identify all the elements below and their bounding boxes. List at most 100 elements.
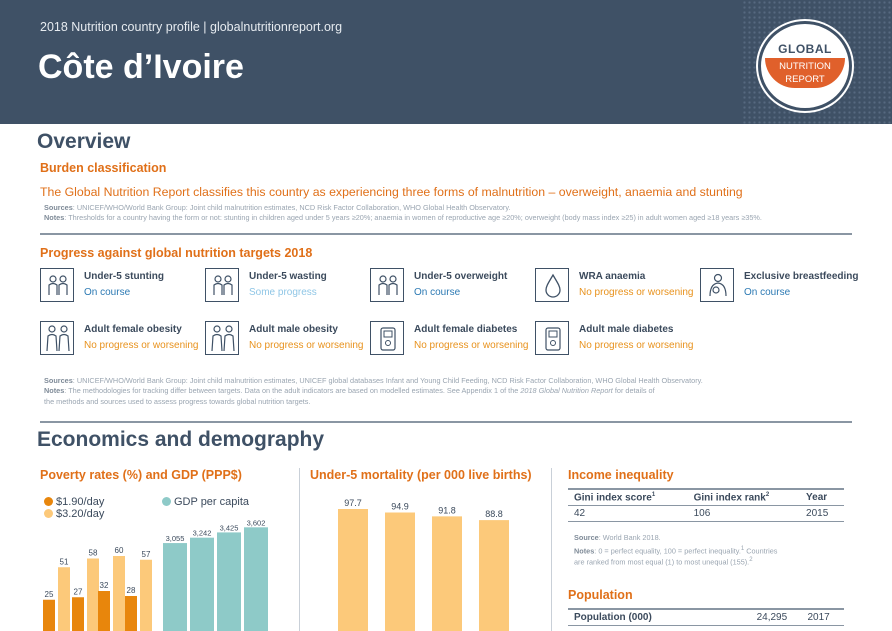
blood-drop-icon bbox=[535, 268, 569, 302]
burden-text: The Global Nutrition Report classifies t… bbox=[40, 185, 743, 199]
logo-word-report: REPORT bbox=[785, 74, 825, 85]
income-notes: Notes: 0 = perfect equality, 100 = perfe… bbox=[574, 546, 778, 556]
target-name: Exclusive breastfeeding bbox=[744, 271, 859, 282]
legend-320: $3.20/day bbox=[44, 508, 104, 520]
gdp-bar bbox=[163, 543, 187, 631]
target-wra-anaemia: WRA anaemia No progress or worsening bbox=[535, 268, 700, 308]
legend-swatch-320 bbox=[44, 509, 53, 518]
profile-topline: 2018 Nutrition country profile | globaln… bbox=[40, 20, 343, 34]
burden-sources: Sources: UNICEF/WHO/World Bank Group: Jo… bbox=[44, 203, 511, 212]
population-row: Population (000) 24,295 2017 bbox=[568, 608, 844, 626]
progress-heading: Progress against global nutrition target… bbox=[40, 246, 313, 260]
gini-year-header: Year bbox=[800, 488, 844, 507]
target-status: No progress or worsening bbox=[84, 340, 199, 351]
column-divider bbox=[551, 468, 552, 631]
poverty-320-label: 60 bbox=[115, 546, 124, 555]
mortality-bar bbox=[385, 512, 415, 631]
population-title: Population bbox=[568, 588, 633, 602]
poverty-190-bar bbox=[125, 596, 137, 631]
target-status: No progress or worsening bbox=[249, 340, 364, 351]
poverty-chart-title: Poverty rates (%) and GDP (PPP$) bbox=[40, 468, 242, 482]
target-name: Under-5 wasting bbox=[249, 271, 327, 282]
poverty-320-bar bbox=[58, 567, 70, 631]
gdp-label: 3,425 bbox=[220, 523, 239, 532]
poverty-320-label: 57 bbox=[142, 550, 151, 559]
economics-heading: Economics and demography bbox=[37, 428, 325, 451]
logo-word-nutrition: NUTRITION bbox=[779, 61, 831, 72]
gdp-bar bbox=[244, 527, 268, 631]
poverty-gdp-chart: 25 51 27 58 32 60 28 57 3,055 3,242 3,425 3,602 bbox=[43, 518, 268, 631]
gnr-logo: GLOBAL NUTRITION REPORT bbox=[758, 21, 852, 111]
target-status: No progress or worsening bbox=[579, 287, 694, 298]
overview-heading: Overview bbox=[37, 130, 131, 153]
poverty-190-label: 32 bbox=[100, 581, 109, 590]
gdp-label: 3,055 bbox=[166, 534, 185, 543]
poverty-320-bar bbox=[140, 559, 152, 631]
breastfeeding-icon bbox=[700, 268, 734, 302]
mortality-bar bbox=[338, 509, 368, 631]
gdp-label: 3,242 bbox=[193, 529, 212, 538]
children-icon bbox=[205, 268, 239, 302]
target-status: On course bbox=[414, 287, 461, 298]
gdp-bar bbox=[190, 537, 214, 631]
poverty-190-label: 28 bbox=[127, 586, 136, 595]
country-title: Côte d’Ivoire bbox=[38, 48, 244, 86]
mortality-chart-title: Under-5 mortality (per 000 live births) bbox=[310, 468, 532, 482]
children-icon bbox=[40, 268, 74, 302]
poverty-320-bar bbox=[113, 556, 125, 631]
gini-rank-header: Gini index rank2 bbox=[687, 488, 801, 507]
target-status: No progress or worsening bbox=[414, 340, 529, 351]
income-inequality-title: Income inequality bbox=[568, 468, 674, 482]
target-name: Under-5 overweight bbox=[414, 271, 508, 282]
target-name: Under-5 stunting bbox=[84, 271, 164, 282]
legend-190: $1.90/day bbox=[44, 496, 104, 508]
logo-word-global: GLOBAL bbox=[778, 42, 832, 56]
population-table: Population (000) 24,295 2017 bbox=[568, 608, 844, 626]
target-name: Adult male obesity bbox=[249, 324, 338, 335]
population-year: 2017 bbox=[793, 608, 844, 626]
target-adult-female-diabetes: Adult female diabetes No progress or wors… bbox=[370, 321, 535, 361]
target-exclusive-breastfeeding: Exclusive breastfeeding On course bbox=[700, 268, 865, 308]
adults-icon bbox=[40, 321, 74, 355]
gdp-label: 3,602 bbox=[247, 518, 266, 527]
target-under-5-stunting: Under-5 stunting On course bbox=[40, 268, 205, 308]
poverty-190-label: 25 bbox=[45, 590, 54, 599]
burden-heading: Burden classification bbox=[40, 161, 167, 175]
target-adult-male-obesity: Adult male obesity No progress or worseni… bbox=[205, 321, 370, 361]
target-status: On course bbox=[744, 287, 791, 298]
gini-value-row: 42 106 2015 bbox=[568, 505, 844, 523]
gini-score: 42 bbox=[568, 505, 688, 523]
poverty-320-bar bbox=[87, 558, 99, 631]
mortality-bar bbox=[479, 520, 509, 631]
poverty-320-label: 51 bbox=[60, 557, 69, 566]
target-name: Adult female diabetes bbox=[414, 324, 518, 335]
legend-swatch-190 bbox=[44, 497, 53, 506]
income-source: Source: World Bank 2018. bbox=[574, 533, 661, 542]
poverty-190-bar bbox=[72, 597, 84, 631]
mortality-label: 94.9 bbox=[391, 501, 409, 511]
population-label: Population (000) bbox=[568, 608, 730, 626]
target-status: Some progress bbox=[249, 287, 317, 298]
poverty-190-bar bbox=[43, 599, 55, 631]
gini-year: 2015 bbox=[800, 505, 844, 523]
section-divider bbox=[40, 421, 852, 423]
gini-score-header: Gini index score1 bbox=[568, 488, 688, 507]
logo-band: NUTRITION REPORT bbox=[765, 58, 845, 88]
gini-table: Gini index score1 Gini index rank2 Year … bbox=[568, 488, 844, 523]
target-under-5-wasting: Under-5 wasting Some progress bbox=[205, 268, 370, 308]
progress-sources: Sources: UNICEF/WHO/World Bank Group: Jo… bbox=[44, 376, 703, 385]
income-notes-line2: are ranked from most equal (1) to most u… bbox=[574, 557, 753, 567]
gini-header-row: Gini index score1 Gini index rank2 Year bbox=[568, 488, 844, 507]
glucose-meter-icon bbox=[370, 321, 404, 355]
legend-gdp: GDP per capita bbox=[162, 496, 249, 508]
target-under-5-overweight: Under-5 overweight On course bbox=[370, 268, 535, 308]
poverty-190-label: 27 bbox=[74, 587, 83, 596]
mortality-chart: 97.7 94.9 91.8 88.8 bbox=[338, 498, 509, 631]
population-value: 24,295 bbox=[730, 608, 794, 626]
adults-icon bbox=[205, 321, 239, 355]
legend-swatch-gdp bbox=[162, 497, 171, 506]
section-divider bbox=[40, 233, 852, 235]
target-adult-female-obesity: Adult female obesity No progress or worse… bbox=[40, 321, 205, 361]
target-adult-male-diabetes: Adult male diabetes No progress or worsen… bbox=[535, 321, 700, 361]
mortality-bar bbox=[432, 516, 462, 631]
